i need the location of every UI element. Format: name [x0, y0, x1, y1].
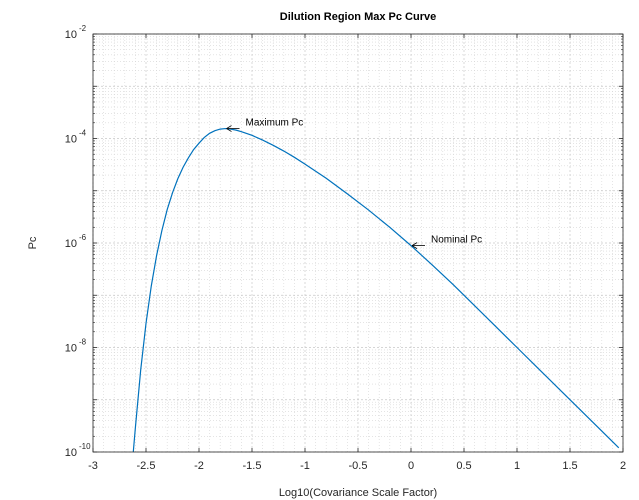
y-tick-labels: 10-210-410-610-810-10	[65, 24, 91, 459]
x-tick-label: 1.5	[562, 460, 577, 472]
y-tick-label-base: 10	[65, 238, 77, 250]
annotation-label: Maximum Pc	[246, 118, 304, 129]
annotation-arrow-head	[226, 125, 232, 132]
tick-marks	[92, 33, 624, 453]
y-tick-label-base: 10	[65, 29, 77, 41]
y-tick-label-exponent: -6	[79, 233, 87, 242]
y-tick-label-exponent: -8	[79, 338, 87, 347]
x-tick-label: -2.5	[137, 460, 156, 472]
x-tick-label: -1.5	[243, 460, 262, 472]
series-line	[132, 127, 620, 453]
x-tick-label: 0	[408, 460, 414, 472]
y-tick-label-exponent: -10	[79, 442, 91, 451]
y-tick-label-exponent: -2	[79, 24, 87, 33]
x-tick-labels: -3 -2.5 -2 -1.5 -1 -0.5 0 0.5 1 1.5 2	[88, 460, 626, 472]
annotations: Maximum Pc Nominal Pc	[226, 118, 482, 249]
x-tick-label: -3	[88, 460, 98, 472]
x-tick-label: -1	[300, 460, 310, 472]
y-tick-label-base: 10	[65, 447, 77, 459]
series-layer	[132, 127, 620, 453]
x-axis-label: Log10(Covariance Scale Factor)	[279, 487, 437, 499]
annotation-arrow-head	[411, 242, 418, 249]
x-tick-label: -0.5	[349, 460, 368, 472]
y-tick-label-base: 10	[65, 343, 77, 355]
x-tick-label: 0.5	[456, 460, 471, 472]
x-tick-label: 1	[514, 460, 520, 472]
x-tick-label: -2	[194, 460, 204, 472]
x-tick-label: 2	[620, 460, 626, 472]
y-tick-label-base: 10	[65, 134, 77, 146]
annotation-label: Nominal Pc	[431, 235, 482, 246]
y-tick-label-exponent: -4	[79, 129, 87, 138]
y-axis-label: Pc	[27, 236, 39, 249]
chart-title: Dilution Region Max Pc Curve	[280, 11, 436, 23]
